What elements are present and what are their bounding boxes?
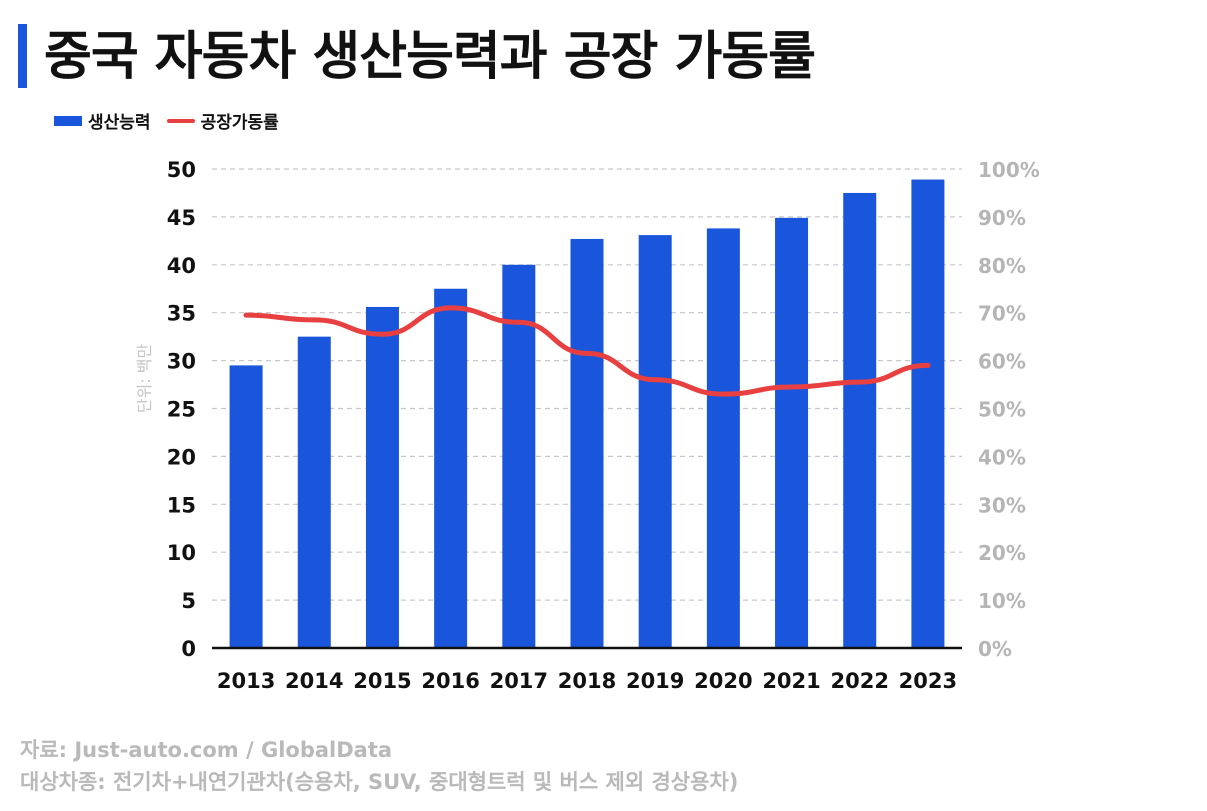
x-tick-label: 2014 xyxy=(285,669,343,693)
x-tick-label: 2018 xyxy=(558,669,616,693)
title-accent-bar xyxy=(18,24,27,88)
utilization-point xyxy=(584,350,590,356)
bar xyxy=(434,288,468,648)
page-title: 중국 자동차 생산능력과 공장 가동률 xyxy=(44,27,816,87)
x-tick-label: 2017 xyxy=(490,669,548,693)
y-tick-label: 40 xyxy=(167,254,196,278)
y2-tick-label: 50% xyxy=(978,398,1026,422)
y-tick-label: 25 xyxy=(167,398,196,422)
bar xyxy=(843,192,877,648)
legend-line-swatch xyxy=(166,118,195,123)
x-tick-label: 2019 xyxy=(626,669,684,693)
bar xyxy=(365,306,399,648)
legend-bar-swatch xyxy=(54,115,82,126)
bar xyxy=(911,179,945,648)
y2-tick-label: 60% xyxy=(978,350,1026,374)
y-tick-label: 20 xyxy=(167,445,196,469)
legend-label-capacity: 생산능력 xyxy=(88,113,151,133)
y2-tick-label: 30% xyxy=(978,493,1026,517)
source-text: 자료: Just-auto.com / GlobalData xyxy=(20,738,393,762)
utilization-point xyxy=(652,377,658,383)
x-tick-label: 2015 xyxy=(353,669,411,693)
x-tick-label: 2022 xyxy=(831,669,889,693)
bar xyxy=(229,365,263,648)
utilization-point xyxy=(789,384,795,390)
x-tick-label: 2013 xyxy=(217,669,275,693)
legend-item-utilization: 공장가동률 xyxy=(166,108,279,133)
y2-tick-label: 70% xyxy=(978,302,1026,326)
combo-chart: 0 5 10 15 20 25 30 35 40 45 50 0% 10% 20% 30% 40% 50% 60%… xyxy=(135,158,1040,693)
y2-tick-label: 80% xyxy=(978,254,1026,278)
bar xyxy=(297,336,331,648)
scope-text: 대상차종: 전기차+내연기관차(승용차, SUV, 중대형트럭 및 버스 제외 … xyxy=(20,770,739,794)
bar xyxy=(706,228,740,648)
x-tick-label: 2016 xyxy=(421,669,479,693)
utilization-point xyxy=(925,362,931,368)
y2-tick-label: 90% xyxy=(978,206,1026,230)
bar xyxy=(775,217,809,648)
utilization-point xyxy=(243,312,249,318)
y-tick-label: 50 xyxy=(167,158,196,182)
y2-tick-label: 0% xyxy=(978,637,1012,661)
utilization-point xyxy=(311,317,317,323)
utilization-point xyxy=(720,391,726,397)
legend-label-utilization: 공장가동률 xyxy=(200,113,279,133)
legend-item-capacity: 생산능력 xyxy=(54,108,151,133)
y-tick-label: 30 xyxy=(167,350,196,374)
bar xyxy=(502,264,536,648)
y-tick-label: 5 xyxy=(181,589,196,613)
y2-tick-label: 100% xyxy=(978,158,1040,182)
y2-tick-label: 10% xyxy=(978,589,1026,613)
y-tick-label: 0 xyxy=(181,637,196,661)
legend: 생산능력 공장가동률 xyxy=(54,108,295,133)
x-tick-label: 2020 xyxy=(694,669,752,693)
y-tick-label: 15 xyxy=(167,493,196,517)
y-axis-label: 단위: 백만 xyxy=(135,344,154,414)
bar xyxy=(570,238,604,648)
y-tick-label: 10 xyxy=(167,541,196,565)
y-tick-label: 35 xyxy=(167,302,196,326)
y-tick-label: 45 xyxy=(167,206,196,230)
utilization-point xyxy=(448,305,454,311)
utilization-point xyxy=(516,319,522,325)
utilization-point xyxy=(857,379,863,385)
x-tick-label: 2023 xyxy=(899,669,957,693)
y2-tick-label: 40% xyxy=(978,445,1026,469)
utilization-point xyxy=(379,331,385,337)
x-tick-label: 2021 xyxy=(762,669,820,693)
bar xyxy=(638,235,672,649)
y2-tick-label: 20% xyxy=(978,541,1026,565)
